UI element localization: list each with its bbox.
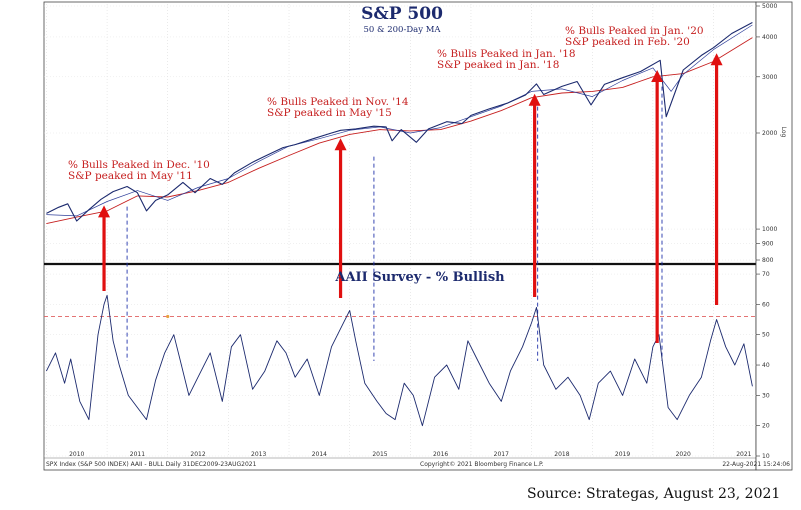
log-axis-label: Log <box>780 127 787 138</box>
source-caption: Source: Strategas, August 23, 2021 <box>527 486 781 502</box>
ma50-line <box>46 24 753 217</box>
peak-arrow-head <box>528 93 541 106</box>
peak-arrow-head <box>334 138 347 151</box>
x-tick-label: 2010 <box>69 451 84 458</box>
footer-left: SPX Index (S&P 500 INDEX) AAII - BULL Da… <box>46 461 257 468</box>
x-tick-label: 2019 <box>615 451 630 458</box>
x-tick-label: 2016 <box>433 451 448 458</box>
peak-arrow-head <box>98 205 111 218</box>
annotation-line2: S&P peaked in Jan. '18 <box>437 59 559 71</box>
x-tick-label: 2015 <box>372 451 387 458</box>
bullish-tick-label: 70 <box>762 271 770 278</box>
threshold-marker <box>166 314 170 319</box>
chart-subtitle: 50 & 200-Day MA <box>363 25 441 35</box>
annotation-line1: % Bulls Peaked in Jan. '18 <box>437 48 576 60</box>
x-tick-label: 2011 <box>130 451 145 458</box>
chart-title: S&P 500 <box>361 4 443 24</box>
price-tick-label: 5000 <box>762 3 777 10</box>
bullish-tick-label: 40 <box>762 362 770 369</box>
right-axis-box <box>755 1 793 471</box>
bullish-line <box>45 294 753 427</box>
footer-right: 22-Aug-2021 15:24:06 <box>722 461 790 468</box>
spx-line <box>46 22 753 222</box>
annotation-line2: S&P peaked in Feb. '20 <box>565 36 690 48</box>
peak-arrow-head <box>651 69 664 82</box>
annotation-line1: % Bulls Peaked in Dec. '10 <box>68 159 210 171</box>
price-tick-label: 3000 <box>762 74 777 81</box>
x-tick-label: 2020 <box>676 451 691 458</box>
annotation-line1: % Bulls Peaked in Nov. '14 <box>267 96 409 108</box>
x-tick-label: 2021 <box>736 451 751 458</box>
x-tick-label: 2014 <box>312 451 327 458</box>
bullish-panel-title: AAII Survey - % Bullish <box>334 270 505 285</box>
price-tick-label: 900 <box>762 241 774 248</box>
x-axis-ticks: 2010 2011 2012 2013 2014 2015 2016 2017 2018 2019… <box>69 451 752 458</box>
price-axis-ticks: 5000 4000 3000 2000 1000 900 800 <box>44 3 777 264</box>
annotation-line1: % Bulls Peaked in Jan. '20 <box>565 25 704 37</box>
annotation-line2: S&P peaked in May '15 <box>267 107 392 119</box>
x-tick-label: 2017 <box>494 451 509 458</box>
chart-frame <box>43 1 757 471</box>
x-tick-label: 2013 <box>251 451 266 458</box>
price-tick-label: 4000 <box>762 34 777 41</box>
annotations: % Bulls Peaked in Dec. '10S&P peaked in … <box>68 25 704 319</box>
peak-arrows <box>98 53 723 343</box>
annotation-line2: S&P peaked in May '11 <box>68 170 193 182</box>
price-tick-label: 2000 <box>762 130 777 137</box>
price-tick-label: 800 <box>762 257 774 264</box>
bullish-tick-label: 10 <box>762 453 770 460</box>
bullish-tick-label: 20 <box>762 423 770 430</box>
bullish-tick-label: 30 <box>762 392 770 399</box>
footer-center: Copyright© 2021 Bloomberg Finance L.P. <box>420 461 544 468</box>
x-tick-label: 2012 <box>190 451 205 458</box>
bullish-tick-label: 50 <box>762 332 770 339</box>
bullish-tick-label: 60 <box>762 301 770 308</box>
x-tick-label: 2018 <box>554 451 569 458</box>
peak-arrow-head <box>710 53 723 66</box>
price-tick-label: 1000 <box>762 226 777 233</box>
